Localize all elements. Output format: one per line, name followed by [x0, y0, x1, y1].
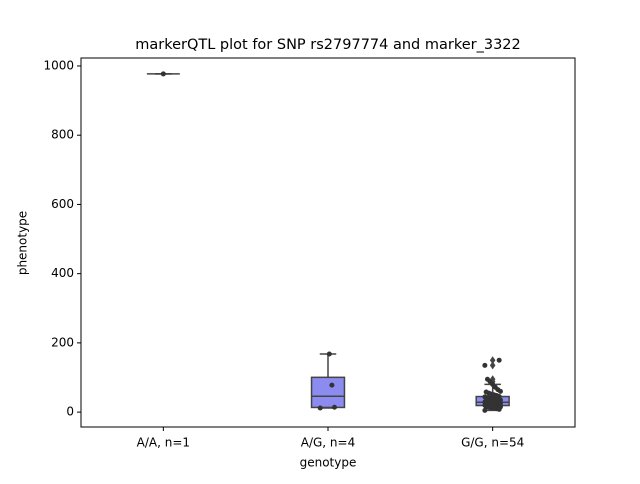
point — [484, 376, 490, 382]
x-axis-label: genotype — [300, 456, 357, 470]
box — [310, 376, 346, 409]
outlier — [489, 356, 496, 365]
x-tick-label: G/G, n=54 — [461, 436, 524, 450]
point — [332, 404, 337, 410]
point — [160, 71, 166, 77]
point — [496, 357, 502, 363]
y-tick-label: 200 — [51, 335, 74, 349]
point — [482, 362, 488, 368]
y-tick-label: 800 — [51, 128, 74, 142]
point — [329, 382, 335, 388]
point — [483, 389, 489, 395]
y-tick-label: 600 — [51, 197, 74, 211]
x-tick-label: A/G, n=4 — [301, 436, 355, 450]
y-tick-label: 1000 — [43, 58, 74, 72]
point — [317, 405, 323, 411]
y-axis-label: phenotype — [16, 211, 30, 275]
y-tick-label: 0 — [66, 405, 74, 419]
axes-frame — [80, 57, 576, 428]
x-tick-label: A/A, n=1 — [137, 436, 190, 450]
y-tick-label: 400 — [51, 266, 74, 280]
point — [482, 394, 488, 400]
point — [326, 351, 332, 357]
outlier — [489, 361, 496, 370]
chart-title: markerQTL plot for SNP rs2797774 and mar… — [135, 37, 521, 53]
